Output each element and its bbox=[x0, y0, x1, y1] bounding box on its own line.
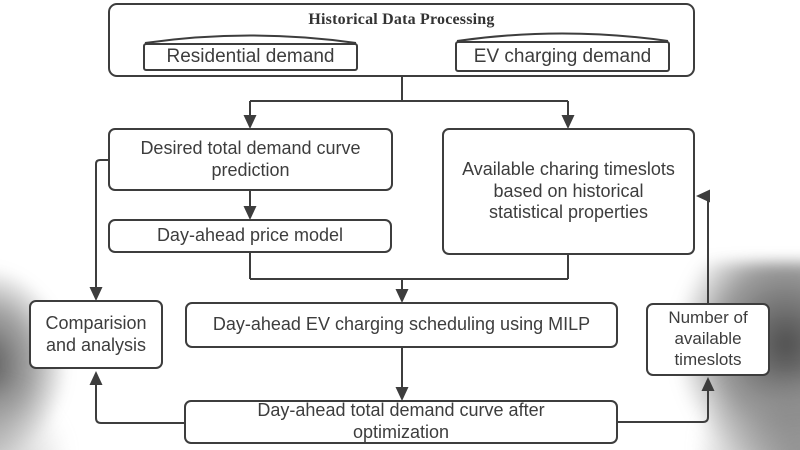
node-label: EV charging demand bbox=[473, 45, 652, 67]
node-residential-demand: Residential demand bbox=[143, 43, 358, 71]
arrowhead-to-optimized bbox=[395, 387, 409, 401]
shadow-artifact-bottom-left bbox=[0, 385, 65, 450]
node-available-charging-timeslots: Available charing timeslots based on his… bbox=[442, 128, 695, 255]
node-label: Day-ahead total demand curve after optim… bbox=[257, 400, 545, 442]
arrowhead-to-milp bbox=[395, 289, 409, 303]
node-label: Comparision and analysis bbox=[45, 312, 147, 355]
arrowhead-to-available-side bbox=[696, 189, 710, 203]
node-comparison-and-analysis: Comparision and analysis bbox=[29, 300, 163, 369]
arrow-optimized-to-number bbox=[618, 391, 709, 423]
node-label: Desired total demand curve prediction bbox=[140, 137, 361, 180]
node-ev-charging-demand: EV charging demand bbox=[455, 41, 670, 72]
node-day-ahead-total-demand-curve-optimized: Day-ahead total demand curve after optim… bbox=[184, 400, 618, 444]
shadow-artifact-bottom-right bbox=[700, 375, 800, 450]
arrow-split-from-historical bbox=[249, 77, 569, 116]
node-label: Residential demand bbox=[166, 46, 335, 68]
node-day-ahead-price-model: Day-ahead price model bbox=[108, 219, 392, 253]
node-label: Number of available timeslots bbox=[668, 308, 748, 369]
node-label: Day-ahead EV charging scheduling using M… bbox=[212, 314, 591, 335]
node-number-of-available-timeslots: Number of available timeslots bbox=[646, 303, 770, 376]
diagram-title: Historical Data Processing bbox=[308, 11, 495, 28]
arrow-optimized-to-comparison bbox=[95, 385, 184, 424]
node-day-ahead-ev-charging-scheduling-milp: Day-ahead EV charging scheduling using M… bbox=[185, 302, 618, 348]
arrowhead-to-number bbox=[701, 377, 715, 391]
arrowhead-to-comparison-top bbox=[89, 287, 103, 301]
arrowhead-to-available bbox=[561, 115, 575, 129]
arrowhead-to-price bbox=[243, 206, 257, 220]
arrowhead-to-desired bbox=[243, 115, 257, 129]
arrowhead-to-comparison-bottom bbox=[89, 371, 103, 385]
node-label: Day-ahead price model bbox=[156, 225, 344, 246]
arrow-desired-to-comparison bbox=[95, 159, 108, 287]
node-desired-total-demand-curve-prediction: Desired total demand curve prediction bbox=[108, 128, 393, 191]
arrow-merge-to-milp bbox=[249, 253, 569, 290]
node-label: Available charing timeslots based on his… bbox=[462, 158, 675, 223]
